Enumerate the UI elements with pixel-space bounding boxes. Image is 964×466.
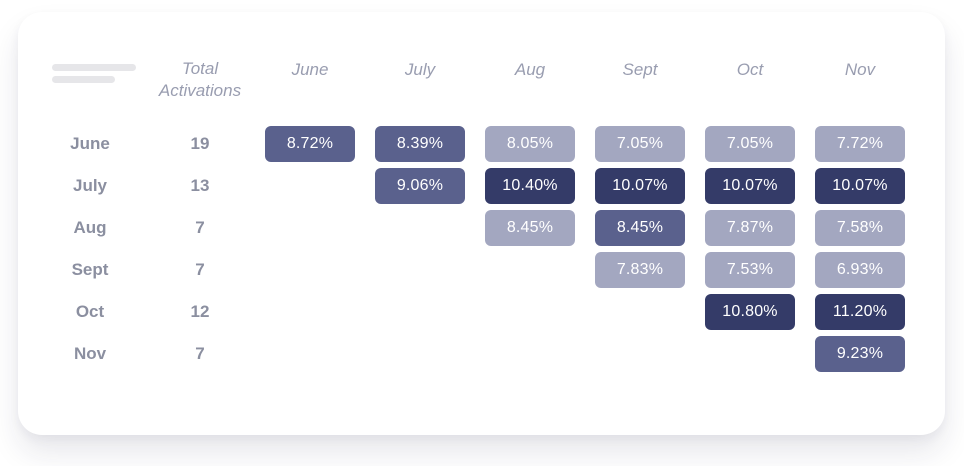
- cell-sept-oct[interactable]: 7.53%: [705, 252, 795, 288]
- cell-june-sept[interactable]: 7.05%: [595, 126, 685, 162]
- skeleton-bar-short: [52, 76, 115, 83]
- row-label-july: July: [72, 176, 108, 195]
- cell-sept-nov[interactable]: 6.93%: [815, 252, 905, 288]
- cell-aug-oct[interactable]: 7.87%: [705, 210, 795, 246]
- cell-july-july[interactable]: 9.06%: [375, 168, 465, 204]
- cell-aug-sept[interactable]: 8.45%: [595, 210, 685, 246]
- column-header-nov: Nov: [844, 60, 876, 79]
- cell-aug-aug[interactable]: 8.45%: [485, 210, 575, 246]
- cell-july-oct[interactable]: 10.07%: [705, 168, 795, 204]
- row-label-june: June: [70, 134, 110, 153]
- column-header-total-activations: Total Activations: [155, 58, 245, 102]
- title-skeleton: [52, 64, 136, 83]
- cell-aug-nov[interactable]: 7.58%: [815, 210, 905, 246]
- row-label-nov: Nov: [73, 344, 107, 363]
- column-header-aug: Aug: [514, 60, 546, 79]
- cell-july-nov[interactable]: 10.07%: [815, 168, 905, 204]
- total-header-line2: Activations: [158, 81, 242, 100]
- cell-oct-oct[interactable]: 10.80%: [705, 294, 795, 330]
- column-header-oct: Oct: [736, 60, 764, 79]
- skeleton-bar-long: [52, 64, 136, 71]
- cohort-grid: Total Activations June July Aug Sept Oct Nov J…: [18, 12, 905, 378]
- cell-oct-nov[interactable]: 11.20%: [815, 294, 905, 330]
- row-total-sept: 7: [195, 260, 205, 279]
- total-header-line1: Total: [181, 59, 219, 78]
- column-header-june: June: [291, 60, 329, 79]
- row-label-sept: Sept: [71, 260, 109, 279]
- row-total-june: 19: [190, 134, 210, 153]
- cell-june-oct[interactable]: 7.05%: [705, 126, 795, 162]
- row-total-aug: 7: [195, 218, 205, 237]
- cell-sept-sept[interactable]: 7.83%: [595, 252, 685, 288]
- cell-june-june[interactable]: 8.72%: [265, 126, 355, 162]
- row-total-oct: 12: [190, 302, 210, 321]
- cell-june-aug[interactable]: 8.05%: [485, 126, 575, 162]
- cell-nov-nov[interactable]: 9.23%: [815, 336, 905, 372]
- row-label-aug: Aug: [73, 218, 107, 237]
- cell-june-july[interactable]: 8.39%: [375, 126, 465, 162]
- row-total-nov: 7: [195, 344, 205, 363]
- cell-july-aug[interactable]: 10.40%: [485, 168, 575, 204]
- column-header-sept: Sept: [622, 60, 658, 79]
- cell-july-sept[interactable]: 10.07%: [595, 168, 685, 204]
- row-total-july: 13: [190, 176, 210, 195]
- cell-june-nov[interactable]: 7.72%: [815, 126, 905, 162]
- row-label-oct: Oct: [75, 302, 105, 321]
- cohort-card: Total Activations June July Aug Sept Oct Nov J…: [18, 12, 945, 435]
- column-header-july: July: [404, 60, 436, 79]
